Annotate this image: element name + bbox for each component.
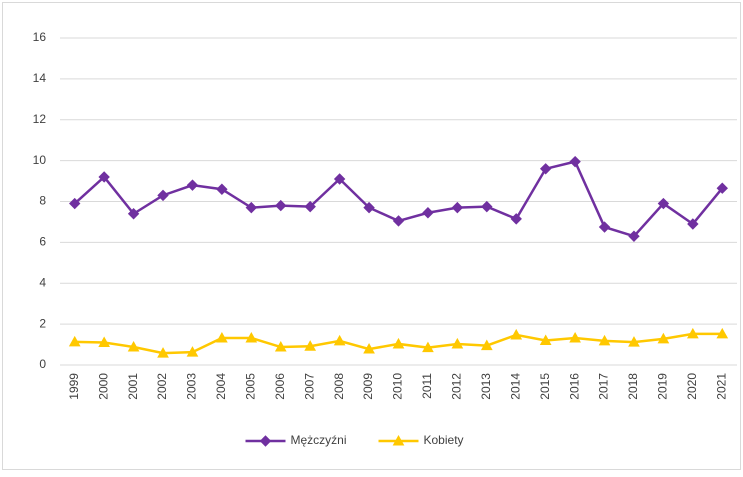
point [216, 183, 228, 195]
y-tick-label: 2 [39, 316, 46, 330]
point [510, 213, 522, 225]
point [539, 163, 552, 175]
point [687, 218, 699, 230]
point [481, 200, 493, 213]
x-tick-label: 2003 [185, 373, 199, 400]
point [569, 155, 581, 168]
x-tick-label: 2005 [243, 373, 257, 400]
point [451, 201, 464, 214]
point [422, 341, 434, 353]
point [539, 334, 552, 345]
x-tick-label: 2011 [420, 373, 434, 399]
x-tick-label: 2019 [656, 373, 670, 400]
point [69, 197, 81, 210]
point [510, 328, 523, 340]
x-tick-label: 2007 [302, 373, 316, 400]
point [186, 346, 199, 357]
point [245, 201, 258, 214]
point [598, 334, 611, 346]
x-tick-label: 2002 [155, 373, 169, 400]
point [274, 340, 287, 352]
x-tick-label: 2004 [214, 373, 228, 400]
point [127, 340, 140, 352]
x-tick-label: 2001 [126, 373, 140, 400]
x-tick-label: 2012 [450, 373, 464, 400]
x-tick-label: 1999 [67, 373, 81, 400]
point [363, 201, 375, 214]
point [422, 207, 434, 219]
y-tick-label: 0 [39, 357, 46, 371]
x-tick-label: 2009 [361, 373, 375, 400]
point [157, 189, 169, 202]
point [598, 221, 611, 233]
point [628, 230, 640, 242]
y-tick-label: 10 [33, 153, 47, 167]
point [716, 182, 728, 194]
point [392, 337, 405, 349]
point [451, 337, 464, 349]
point [363, 343, 375, 354]
y-tick-label: 14 [33, 71, 47, 85]
x-tick-label: 2008 [332, 373, 346, 400]
point [157, 347, 169, 358]
x-tick-label: 2013 [479, 373, 493, 400]
x-tick-label: 2014 [508, 373, 522, 400]
y-tick-label: 16 [33, 30, 47, 44]
point [716, 327, 729, 339]
x-tick-label: 2006 [273, 373, 287, 400]
x-tick-label: 2010 [391, 373, 405, 400]
point [216, 331, 228, 343]
point [628, 336, 640, 347]
point [333, 334, 346, 346]
point [480, 339, 493, 351]
y-tick-label: 8 [39, 194, 46, 208]
point [333, 173, 346, 185]
point [127, 208, 140, 220]
y-tick-label: 4 [39, 275, 46, 289]
x-tick-label: 2015 [538, 373, 552, 400]
point [569, 331, 581, 343]
point [657, 332, 670, 344]
x-tick-label: 2017 [597, 373, 611, 400]
point [68, 335, 81, 347]
legend-marker [259, 435, 272, 447]
y-tick-label: 6 [39, 235, 46, 249]
point [304, 200, 316, 213]
point [245, 331, 258, 343]
x-tick-label: 2000 [96, 373, 110, 400]
chart-border [2, 2, 741, 470]
point [686, 327, 699, 339]
x-tick-label: 2020 [685, 373, 699, 400]
point [98, 171, 110, 183]
y-tick-label: 12 [33, 112, 47, 126]
x-tick-label: 2018 [626, 373, 640, 400]
legend-label: Mężczyźni [291, 433, 347, 447]
point [98, 336, 111, 348]
legend-marker [392, 434, 405, 446]
point [657, 197, 670, 210]
legend-label: Kobiety [424, 433, 464, 447]
point [304, 340, 317, 351]
x-tick-label: 2016 [567, 373, 581, 400]
point [392, 215, 405, 227]
point [186, 179, 199, 191]
point [275, 199, 287, 212]
x-tick-label: 2021 [714, 373, 728, 400]
